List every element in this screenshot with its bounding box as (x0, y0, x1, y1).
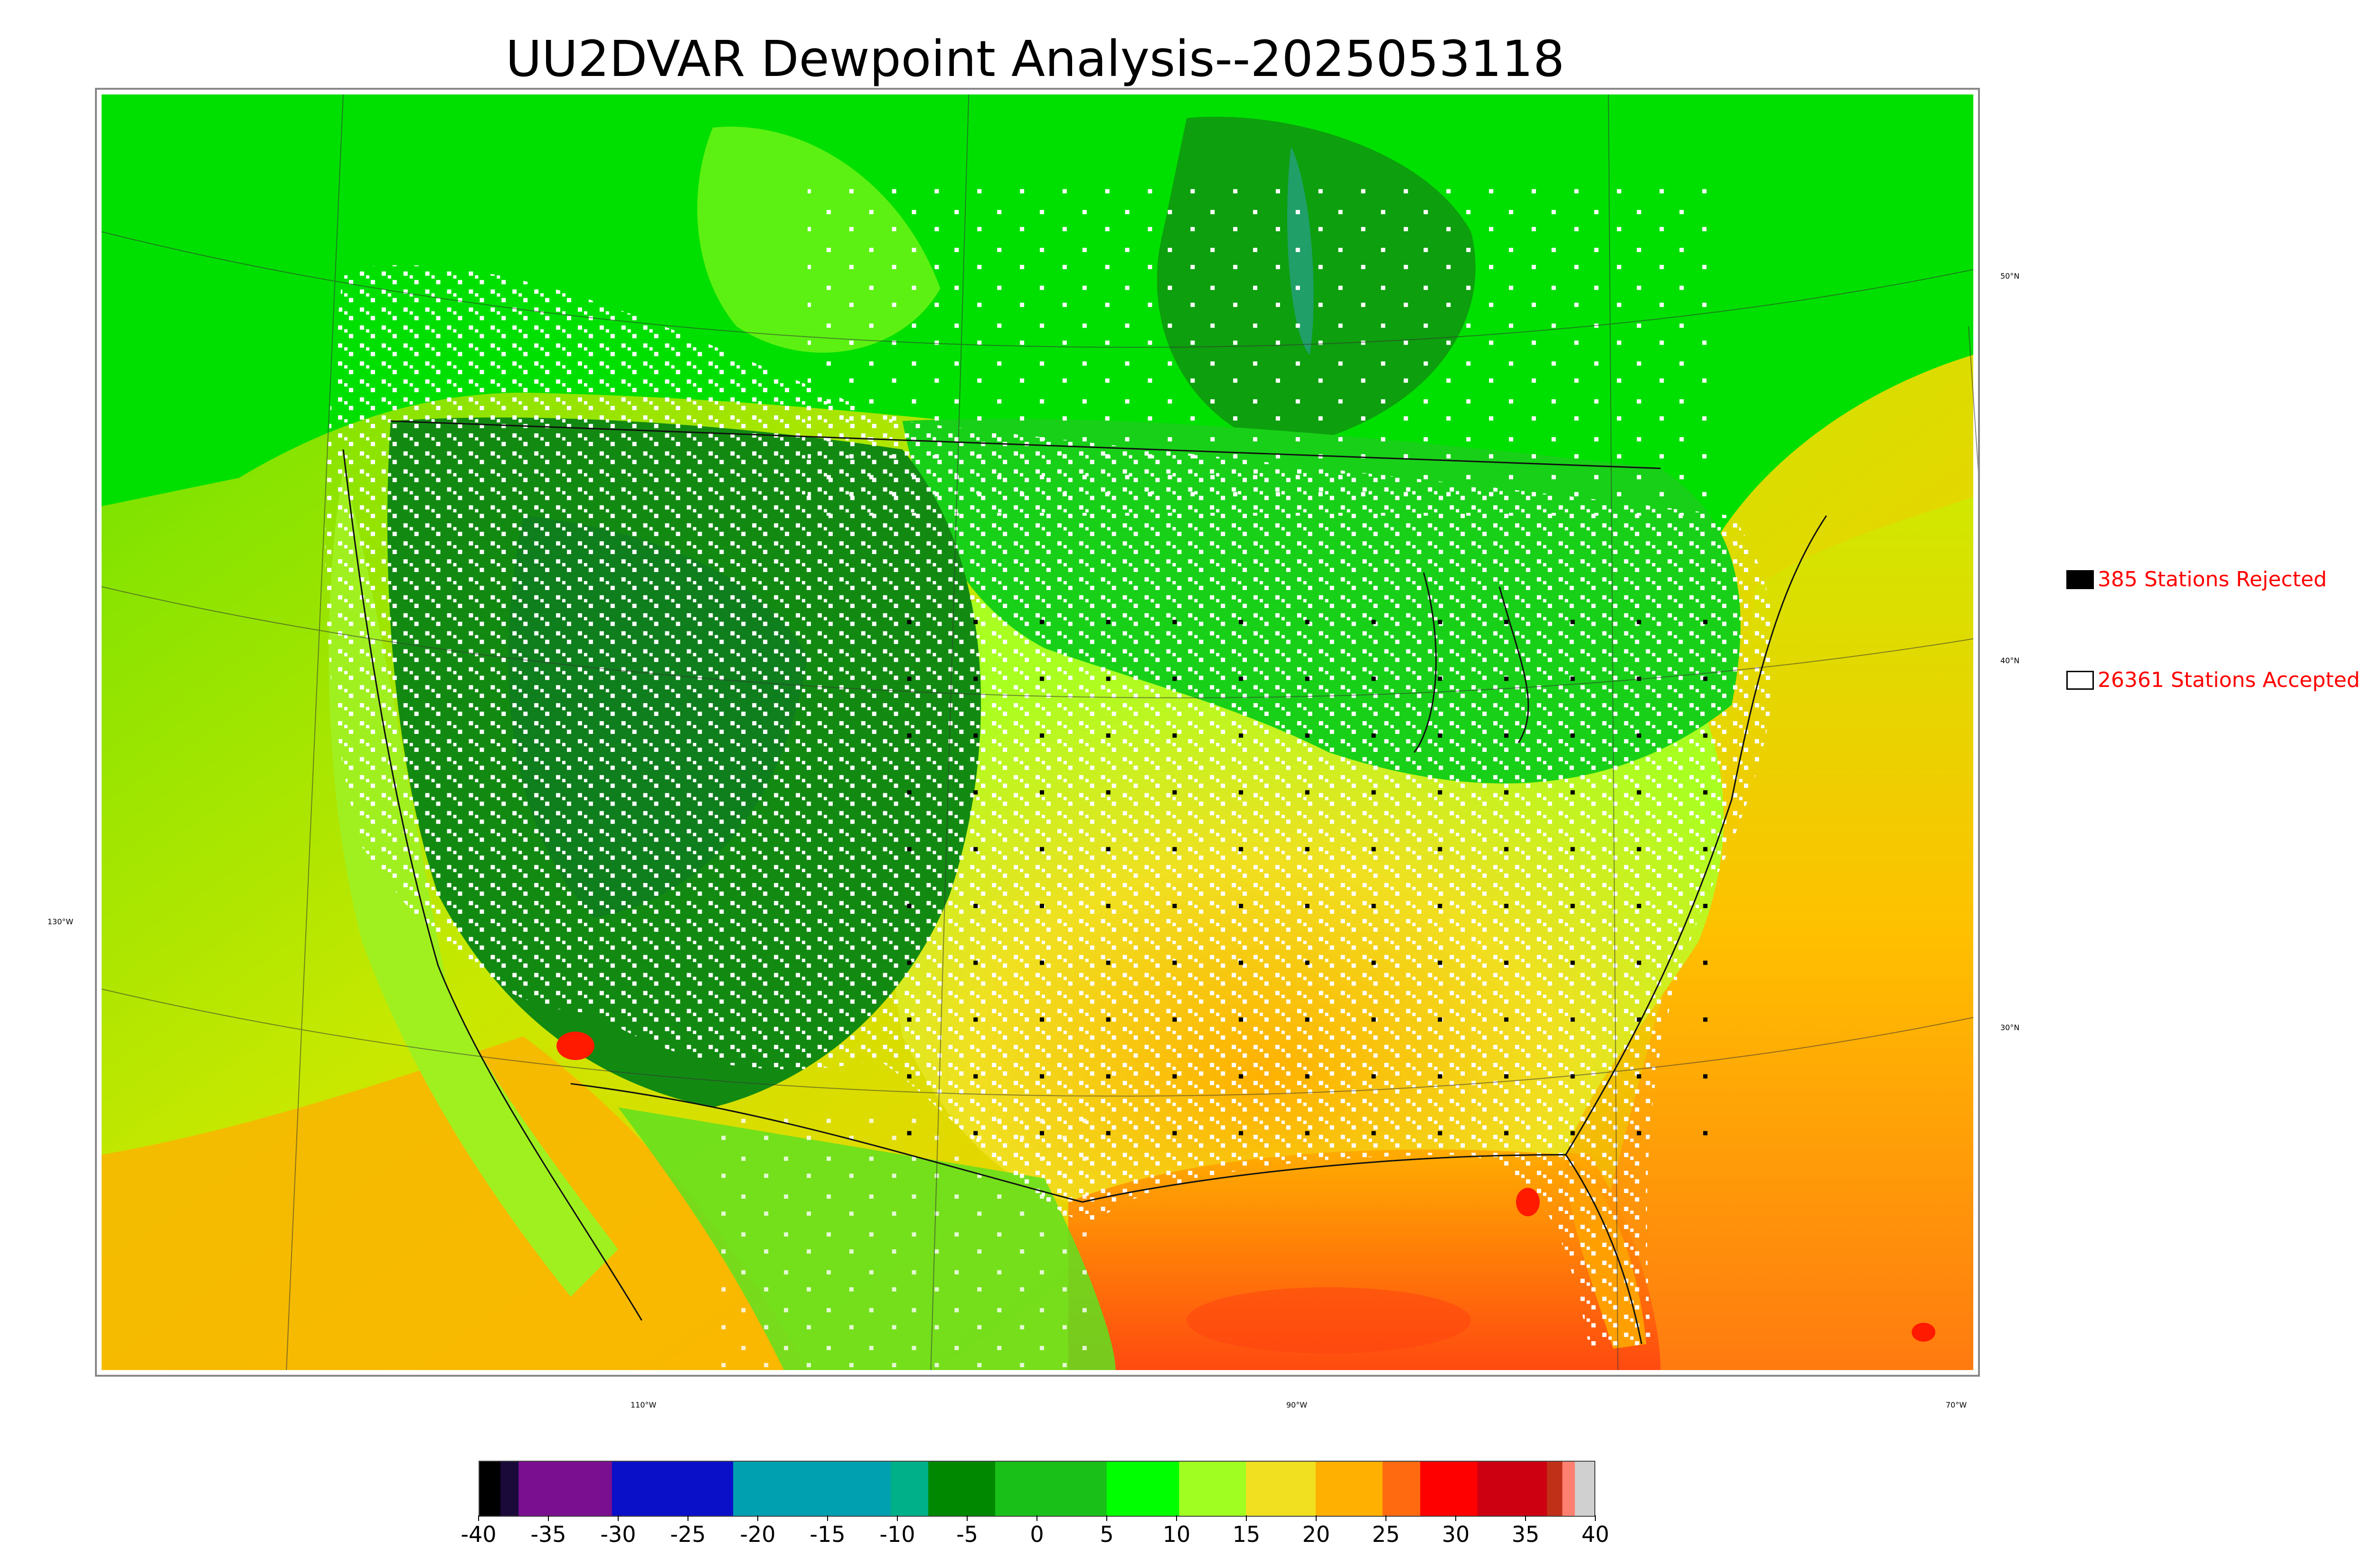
lat-label-50n: 50°N (2000, 272, 2020, 281)
colorbar-segment (733, 1462, 891, 1516)
colorbar-tick-label: -20 (740, 1521, 776, 1547)
colorbar-segment (1574, 1462, 1594, 1516)
accepted-swatch-icon (2066, 670, 2094, 690)
legend-rejected: 385 Stations Rejected (2066, 567, 2327, 592)
colorbar-tick-label: 25 (1372, 1521, 1400, 1547)
colorbar-tick-label: -30 (600, 1521, 636, 1547)
lon-label-130w: 130°W (47, 917, 74, 926)
rejected-label: 385 Stations Rejected (2098, 567, 2327, 592)
colorbar-segment (1316, 1462, 1383, 1516)
colorbar-segment (1106, 1462, 1179, 1516)
colorbar-tick-mark (1246, 1515, 1247, 1521)
colorbar-segment (995, 1462, 1107, 1516)
colorbar-tick-mark (1176, 1515, 1177, 1521)
colorbar-tick-label: 10 (1162, 1521, 1191, 1547)
colorbar-segment (1382, 1462, 1421, 1516)
colorbar-tick-mark (1595, 1515, 1596, 1521)
colorbar-tick-mark (1525, 1515, 1526, 1521)
colorbar-segment (1246, 1462, 1316, 1516)
colorbar-tick-label: 15 (1232, 1521, 1261, 1547)
colorbar-tick-label: 30 (1441, 1521, 1470, 1547)
colorbar-segment (890, 1462, 929, 1516)
colorbar-tick-label: -10 (879, 1521, 915, 1547)
colorbar-tick-label: 40 (1581, 1521, 1610, 1547)
legend-accepted: 26361 Stations Accepted (2066, 668, 2360, 692)
colorbar (479, 1461, 1595, 1517)
colorbar-segment (612, 1462, 734, 1516)
colorbar-tick-mark (897, 1515, 898, 1521)
colorbar-tick-label: -5 (956, 1521, 978, 1547)
colorbar-tick-label: -15 (810, 1521, 846, 1547)
colorbar-segment (500, 1462, 519, 1516)
colorbar-tick-mark (1106, 1515, 1107, 1521)
colorbar-tick-label: -35 (530, 1521, 566, 1547)
colorbar-segment (1420, 1462, 1478, 1516)
lat-label-40n: 40°N (2000, 656, 2020, 665)
colorbar-segment (1477, 1462, 1547, 1516)
colorbar-tick-mark (1316, 1515, 1317, 1521)
colorbar-tick-label: 5 (1100, 1521, 1114, 1547)
lon-label-90w: 90°W (1286, 1400, 1308, 1409)
colorbar-tick-mark (1385, 1515, 1386, 1521)
lon-label-70w: 70°W (1946, 1400, 1967, 1409)
colorbar-tick-label: 35 (1511, 1521, 1540, 1547)
colorbar-tick-mark (478, 1515, 479, 1521)
colorbar-tick-label: -25 (670, 1521, 706, 1547)
colorbar-tick-mark (757, 1515, 758, 1521)
colorbar-tick-label: -40 (461, 1521, 497, 1547)
colorbar-segment (928, 1462, 996, 1516)
colorbar-tick-label: 20 (1302, 1521, 1330, 1547)
colorbar-tick-mark (1455, 1515, 1456, 1521)
colorbar-tick-mark (827, 1515, 828, 1521)
rejected-swatch-icon (2066, 570, 2094, 589)
colorbar-scale (480, 1462, 1594, 1516)
lat-label-30n: 30°N (2000, 1023, 2020, 1032)
colorbar-tick-mark (618, 1515, 619, 1521)
colorbar-segment (1179, 1462, 1246, 1516)
colorbar-tick-mark (967, 1515, 968, 1521)
colorbar-segment (1547, 1462, 1563, 1516)
colorbar-tick-mark (548, 1515, 549, 1521)
colorbar-tick-mark (1036, 1515, 1037, 1521)
map-canvas (101, 94, 1978, 1371)
lon-label-110w: 110°W (631, 1400, 657, 1409)
map-title: UU2DVAR Dewpoint Analysis--2025053118 (505, 30, 1565, 88)
dewpoint-map (95, 88, 1980, 1377)
colorbar-segment (480, 1462, 501, 1516)
colorbar-segment (1562, 1462, 1575, 1516)
colorbar-segment (518, 1462, 612, 1516)
colorbar-tick-label: 0 (1030, 1521, 1044, 1547)
accepted-label: 26361 Stations Accepted (2098, 668, 2360, 692)
